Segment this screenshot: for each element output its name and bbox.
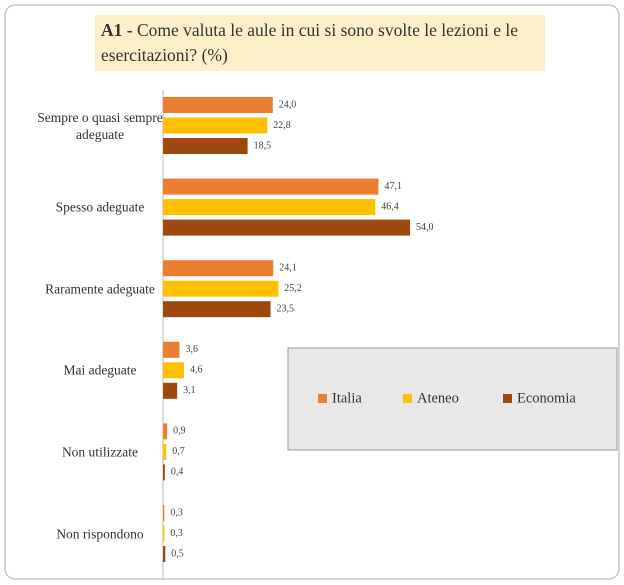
title-text: Come valuta le aule in cui si sono svolt… — [101, 20, 518, 65]
data-label: 23,5 — [276, 303, 294, 314]
bar — [163, 464, 165, 481]
bar — [163, 341, 180, 358]
data-label: 0,7 — [172, 446, 185, 457]
bar — [163, 280, 279, 297]
bar — [163, 97, 273, 113]
chart-title: A1 - Come valuta le aule in cui si sono … — [95, 15, 545, 71]
data-label: 0,3 — [170, 528, 183, 539]
bar — [163, 199, 376, 216]
bar — [163, 117, 268, 134]
data-label: 3,6 — [185, 344, 198, 355]
data-label: 4,6 — [190, 365, 203, 376]
category-label: Raramente adeguate — [45, 281, 155, 297]
data-label: 0,9 — [173, 426, 186, 437]
category-label: Mai adeguate — [63, 362, 137, 378]
bar — [163, 178, 379, 195]
bar — [163, 443, 167, 460]
data-label: 24,0 — [279, 99, 297, 110]
data-label: 25,2 — [284, 283, 302, 294]
data-label: 47,1 — [384, 181, 402, 192]
legend-label: Ateneo — [417, 390, 459, 406]
legend-box — [287, 347, 618, 451]
title-code: A1 - — [101, 20, 133, 40]
data-label: 3,1 — [183, 385, 196, 396]
bar — [163, 260, 274, 277]
bar — [163, 525, 165, 542]
data-label: 54,0 — [416, 222, 434, 233]
legend-swatch — [503, 394, 512, 403]
data-label: 0,5 — [171, 548, 184, 559]
category-label: Non utilizzate — [61, 444, 139, 460]
category-label: Sempre o quasi sempre adeguate — [37, 109, 163, 142]
data-label: 46,4 — [381, 201, 399, 212]
bar — [163, 423, 168, 440]
bar — [163, 301, 271, 318]
category-label: Non rispondono — [56, 526, 144, 541]
bar — [163, 505, 165, 521]
legend-swatch — [403, 394, 412, 403]
legend-swatch — [318, 394, 327, 403]
bar — [163, 382, 178, 399]
data-label: 22,8 — [273, 120, 291, 131]
legend-label: Italia — [332, 390, 362, 406]
bar — [163, 546, 166, 562]
bar — [163, 138, 248, 154]
category-label: Spesso adeguate — [55, 199, 145, 215]
data-label: 18,5 — [254, 140, 271, 151]
data-label: 0,4 — [171, 467, 184, 478]
bar — [163, 362, 185, 379]
bar — [163, 219, 410, 236]
data-label: 0,3 — [170, 507, 183, 518]
data-label: 24,1 — [279, 262, 297, 273]
legend-label: Economia — [517, 390, 576, 406]
